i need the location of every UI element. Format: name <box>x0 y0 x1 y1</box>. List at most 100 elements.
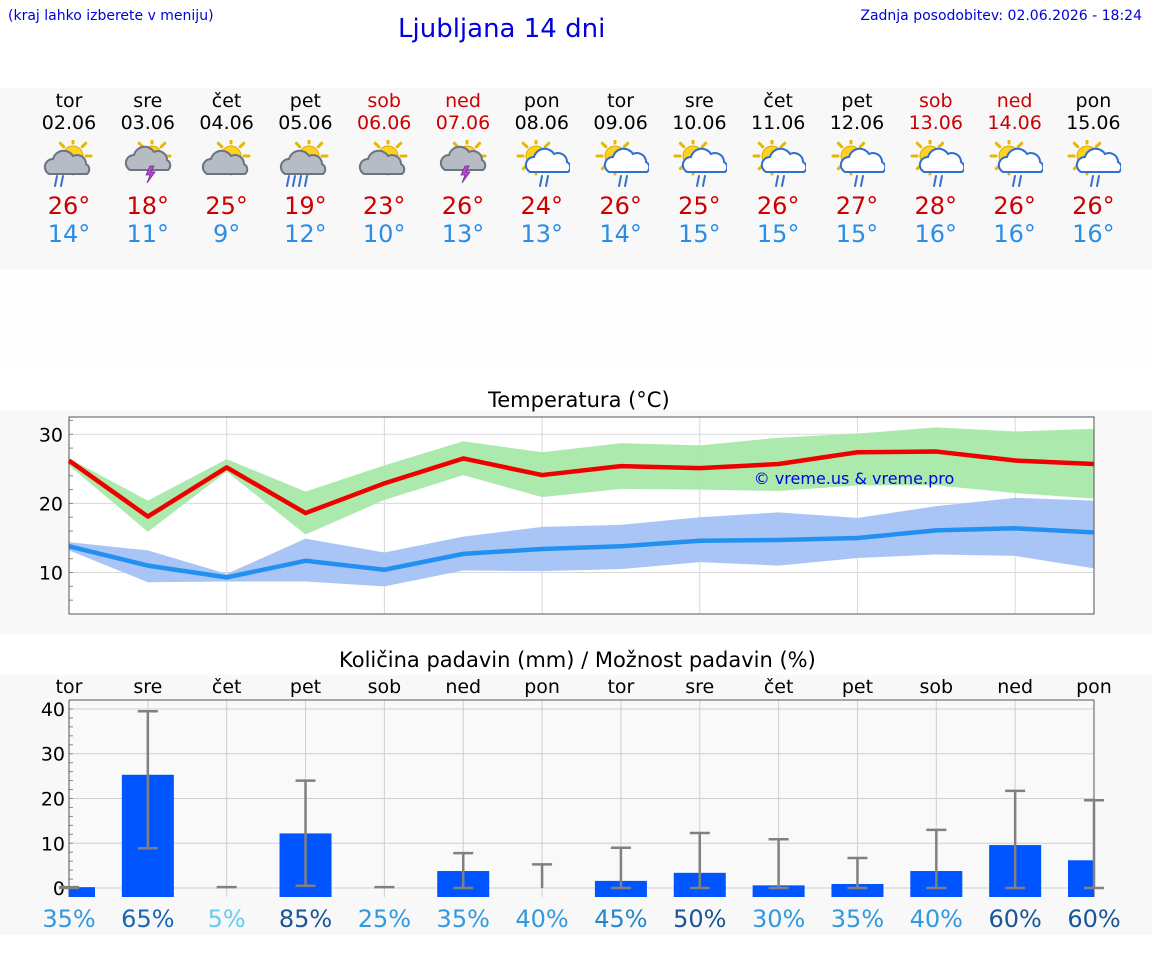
precipitation-x-tick-label: pon <box>1076 676 1112 698</box>
precipitation-x-tick-label: sre <box>133 676 162 698</box>
day-date: 15.06 <box>1066 112 1121 134</box>
temperature-y-tick-label: 30 <box>39 424 63 446</box>
sun-outline-cloud-rain-icon <box>910 140 964 187</box>
precipitation-probability-label: 40% <box>910 905 963 933</box>
sun-thunder-icon <box>439 140 487 184</box>
precipitation-x-tick-label: sob <box>368 676 402 698</box>
max-temperature: 26° <box>441 192 485 220</box>
temperature-chart-title: Temperatura (°C) <box>488 388 670 412</box>
max-temperature: 26° <box>599 192 642 220</box>
day-column: tor 02.06 26° 14° <box>29 90 109 248</box>
day-date: 02.06 <box>41 112 97 134</box>
sun-outline-cloud-rain-icon <box>1067 140 1122 187</box>
precipitation-x-tick-label: pet <box>290 676 321 698</box>
min-temperature: 16° <box>1072 220 1115 248</box>
day-column: ned 07.06 26° 13° <box>423 90 503 248</box>
max-temperature: 26° <box>47 192 91 220</box>
sun-outline-cloud-rain-icon <box>595 140 649 187</box>
day-name: sre <box>133 90 163 112</box>
sun-cloud-heavy-rain-icon <box>280 140 329 187</box>
day-name: ned <box>445 90 481 112</box>
day-date: 03.06 <box>120 112 175 134</box>
max-temperature: 27° <box>835 192 879 220</box>
watermark: © vreme.us & vreme.pro <box>754 469 955 488</box>
day-name: pet <box>841 90 873 112</box>
precipitation-probability-label: 30% <box>752 905 805 933</box>
day-name: pet <box>289 90 321 112</box>
max-temperature: 28° <box>914 192 958 220</box>
spacer-band <box>0 274 1152 366</box>
min-temperature: 15° <box>835 220 879 248</box>
precipitation-y-tick-label: 10 <box>41 833 65 855</box>
precipitation-x-tick-label: tor <box>607 676 634 698</box>
sun-outline-cloud-rain-icon <box>752 140 807 187</box>
day-name: sob <box>367 90 401 112</box>
day-date: 14.06 <box>987 112 1042 134</box>
day-date: 04.06 <box>199 112 254 134</box>
sun-cloud-rain-icon <box>43 140 93 187</box>
day-date: 09.06 <box>593 112 648 134</box>
precipitation-x-tick-label: čet <box>764 676 794 698</box>
day-date: 11.06 <box>750 112 806 134</box>
precipitation-x-tick-label: sob <box>920 676 954 698</box>
day-date: 05.06 <box>278 112 333 134</box>
max-temperature: 24° <box>520 192 564 220</box>
sun-cloud-icon <box>201 140 251 176</box>
min-temperature: 16° <box>993 220 1036 248</box>
precipitation-probability-label: 40% <box>515 905 568 933</box>
day-date: 06.06 <box>356 112 412 134</box>
precipitation-bar <box>1068 860 1094 897</box>
min-temperature: 10° <box>362 220 406 248</box>
sun-outline-cloud-rain-icon <box>989 140 1043 187</box>
sun-outline-cloud-rain-icon <box>673 140 728 187</box>
precipitation-y-tick-label: 40 <box>41 699 65 721</box>
max-temperature: 18° <box>126 192 170 220</box>
temperature-y-tick-label: 10 <box>39 563 63 585</box>
sun-cloud-icon <box>359 140 408 176</box>
last-update: Zadnja posodobitev: 02.06.2026 - 18:24 <box>860 8 1142 24</box>
day-date: 07.06 <box>435 112 491 134</box>
precipitation-probability-label: 45% <box>594 905 647 933</box>
day-column: sre 03.06 18° 11° <box>108 90 188 248</box>
temperature-plot-border <box>68 416 1095 615</box>
max-temperature: 23° <box>362 192 406 220</box>
precipitation-y-tick-label: 30 <box>41 744 65 766</box>
day-name: čet <box>211 90 242 112</box>
min-temperature: 14° <box>47 220 91 248</box>
day-date: 13.06 <box>908 112 963 134</box>
precipitation-probability-label: 60% <box>988 905 1041 933</box>
precipitation-bar <box>831 884 884 897</box>
day-name: čet <box>763 90 793 112</box>
min-temperature: 15° <box>756 220 800 248</box>
day-name: tor <box>55 90 83 112</box>
precipitation-y-tick-label: 0 <box>53 878 65 900</box>
max-temperature: 26° <box>993 192 1036 220</box>
min-temperature: 14° <box>599 220 642 248</box>
precipitation-bar <box>752 885 805 897</box>
day-column: pon 08.06 24° 13° <box>502 90 582 248</box>
day-name: sre <box>684 90 714 112</box>
day-column: ned 14.06 26° 16° <box>975 90 1055 248</box>
max-temperature: 19° <box>284 192 327 220</box>
precipitation-x-tick-label: sre <box>685 676 714 698</box>
sun-outline-cloud-rain-icon <box>516 140 570 187</box>
precipitation-x-tick-label: ned <box>445 676 481 698</box>
precipitation-bar <box>69 887 95 897</box>
day-name: pon <box>523 90 560 112</box>
day-column: čet 11.06 26° 15° <box>738 90 818 248</box>
day-name: pon <box>1075 90 1112 112</box>
precipitation-x-tick-label: pon <box>524 676 560 698</box>
precipitation-probability-label: 5% <box>208 905 246 933</box>
day-column: sob 13.06 28° 16° <box>896 90 976 248</box>
sun-thunder-icon <box>124 140 172 184</box>
precipitation-probability-label: 85% <box>279 905 332 933</box>
precipitation-x-tick-label: tor <box>56 676 83 698</box>
day-name: sob <box>919 90 953 112</box>
location-hint[interactable]: (kraj lahko izberete v meniju) <box>8 8 214 24</box>
min-temperature: 15° <box>678 220 721 248</box>
precipitation-probability-label: 65% <box>121 905 174 933</box>
daily-forecast-band <box>0 88 1152 270</box>
page-title: Ljubljana 14 dni <box>398 14 606 44</box>
day-name: ned <box>996 90 1033 112</box>
